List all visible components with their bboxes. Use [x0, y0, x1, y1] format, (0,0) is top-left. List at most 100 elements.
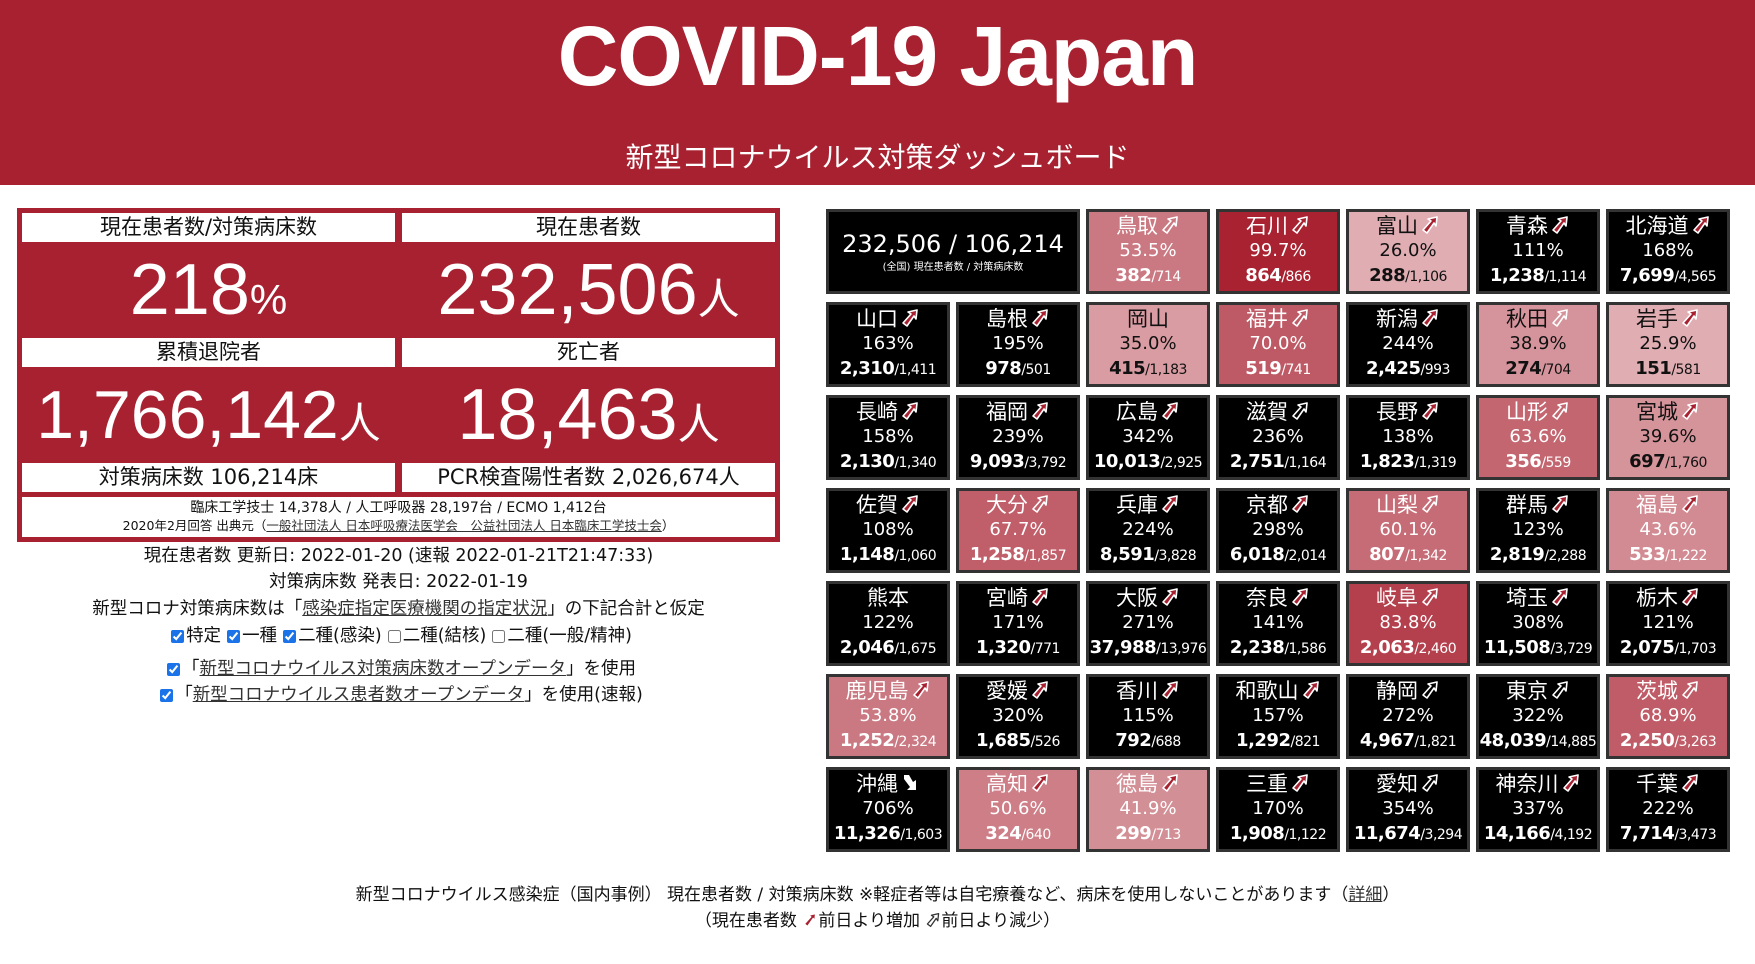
prefecture-cell[interactable]: 山口 163% 2,310/1,411	[826, 302, 950, 387]
bed-count: /771	[1030, 641, 1060, 657]
prefecture-cell[interactable]: 鹿児島 53.8% 1,252/2,324	[826, 674, 950, 759]
current-patients: 697	[1629, 451, 1666, 472]
bed-count: /713	[1151, 827, 1181, 843]
prefecture-cell[interactable]: 福岡 239% 9,093/3,792	[956, 395, 1080, 480]
prefecture-cell[interactable]: 京都 298% 6,018/2,014	[1216, 488, 1340, 573]
prefecture-cell[interactable]: 岩手 25.9% 151/581	[1606, 302, 1730, 387]
prefecture-cell[interactable]: 石川 99.7% 864/866	[1216, 209, 1340, 294]
patient-opendata-link[interactable]: 新型コロナウイルス患者数オープンデータ	[192, 685, 525, 705]
bed-assumption: 新型コロナ対策病床数は「感染症指定医療機関の指定状況」の下記合計と仮定	[92, 599, 705, 619]
prefecture-cell[interactable]: 熊本 122% 2,046/1,675	[826, 581, 950, 666]
bed-type-checkbox[interactable]	[283, 629, 297, 643]
prefecture-name: 徳島	[1116, 772, 1158, 796]
prefecture-cell[interactable]: 愛知 354% 11,674/3,294	[1346, 767, 1470, 852]
bed-type-checkbox[interactable]	[492, 629, 506, 643]
prefecture-cell[interactable]: 長崎 158% 2,130/1,340	[826, 395, 950, 480]
bed-count: /3,828	[1154, 548, 1197, 564]
prefecture-cell[interactable]: 沖縄 706% 11,326/1,603	[826, 767, 950, 852]
prefecture-cell[interactable]: 兵庫 224% 8,591/3,828	[1086, 488, 1210, 573]
prefecture-name: 宮崎	[986, 586, 1028, 610]
prefecture-cell[interactable]: 静岡 272% 4,967/1,821	[1346, 674, 1470, 759]
prefecture-cell[interactable]: 茨城 68.9% 2,250/3,263	[1606, 674, 1730, 759]
source-link[interactable]: 一般社団法人 日本呼吸療法医学会 公益社団法人 日本臨床工学技士会	[266, 518, 662, 533]
prefecture-cell[interactable]: 岐阜 83.8% 2,063/2,460	[1346, 581, 1470, 666]
bed-type-checkbox[interactable]	[387, 629, 401, 643]
prefecture-cell[interactable]: 宮崎 171% 1,320/771	[956, 581, 1080, 666]
current-patients: 2,751	[1229, 451, 1285, 472]
prefecture-cell[interactable]: 福井 70.0% 519/741	[1216, 302, 1340, 387]
prefecture-name: 香川	[1116, 679, 1158, 703]
prefecture-name: 兵庫	[1116, 493, 1158, 517]
occupancy-percent: 244%	[1382, 333, 1434, 354]
prefecture-cell[interactable]: 栃木 121% 2,075/1,703	[1606, 581, 1730, 666]
national-total-cell[interactable]: 232,506 / 106,214 (全国) 現在患者数 / 対策病床数	[826, 209, 1080, 294]
prefecture-cell[interactable]: 愛媛 320% 1,685/526	[956, 674, 1080, 759]
use-patient-opendata-checkbox[interactable]	[160, 688, 174, 702]
prefecture-cell[interactable]: 新潟 244% 2,425/993	[1346, 302, 1470, 387]
prefecture-cell[interactable]: 北海道 168% 7,699/4,565	[1606, 209, 1730, 294]
prefecture-cell[interactable]: 長野 138% 1,823/1,319	[1346, 395, 1470, 480]
prefecture-cell[interactable]: 山形 63.6% 356/559	[1476, 395, 1600, 480]
decrease-arrow-icon	[1418, 493, 1440, 517]
bed-type-checkbox[interactable]	[171, 629, 185, 643]
bed-type-checkbox[interactable]	[227, 629, 241, 643]
increase-arrow-icon	[1559, 772, 1581, 796]
prefecture-cell[interactable]: 佐賀 108% 1,148/1,060	[826, 488, 950, 573]
occupancy-percent: 298%	[1252, 519, 1304, 540]
decrease-arrow-icon	[1548, 307, 1570, 331]
bed-count: /1,675	[894, 641, 937, 657]
prefecture-cell[interactable]: 鳥取 53.5% 382/714	[1086, 209, 1210, 294]
increase-arrow-icon	[1028, 772, 1050, 796]
use-bed-opendata-checkbox[interactable]	[167, 662, 181, 676]
prefecture-cell[interactable]: 秋田 38.9% 274/704	[1476, 302, 1600, 387]
bed-count: /1,586	[1284, 641, 1327, 657]
prefecture-name: 鹿児島	[845, 679, 909, 703]
occupancy-percent: 706%	[862, 798, 914, 819]
prefecture-cell[interactable]: 高知 50.6% 324/640	[956, 767, 1080, 852]
increase-arrow-icon	[1288, 493, 1310, 517]
detail-link[interactable]: 詳細	[1348, 885, 1383, 905]
increase-arrow-icon	[909, 679, 931, 703]
occupancy-percent: 53.5%	[1119, 240, 1177, 261]
prefecture-cell[interactable]: 千葉 222% 7,714/3,473	[1606, 767, 1730, 852]
prefecture-cell[interactable]: 神奈川 337% 14,166/4,192	[1476, 767, 1600, 852]
prefecture-cell[interactable]: 島根 195% 978/501	[956, 302, 1080, 387]
prefecture-cell[interactable]: 富山 26.0% 288/1,106	[1346, 209, 1470, 294]
prefecture-cell[interactable]: 大分 67.7% 1,258/1,857	[956, 488, 1080, 573]
prefecture-name: 秋田	[1506, 307, 1548, 331]
bed-count: /741	[1281, 362, 1311, 378]
occupancy-percent: 195%	[992, 333, 1044, 354]
occupancy-percent: 38.9%	[1509, 333, 1567, 354]
increase-arrow-icon	[1158, 772, 1180, 796]
use-bed-opendata: 「新型コロナウイルス対策病床数オープンデータ」を使用	[17, 655, 780, 680]
prefecture-cell[interactable]: 広島 342% 10,013/2,925	[1086, 395, 1210, 480]
prefecture-cell[interactable]: 福島 43.6% 533/1,222	[1606, 488, 1730, 573]
occupancy-percent: 224%	[1122, 519, 1174, 540]
bed-count: /1,183	[1145, 362, 1187, 378]
increase-arrow-icon	[1299, 679, 1321, 703]
prefecture-cell[interactable]: 山梨 60.1% 807/1,342	[1346, 488, 1470, 573]
bed-opendata-link[interactable]: 新型コロナウイルス対策病床数オープンデータ	[199, 659, 566, 679]
occupancy-percent: 43.6%	[1639, 519, 1697, 540]
page-title: COVID-19 Japan	[557, 9, 1199, 103]
prefecture-cell[interactable]: 埼玉 308% 11,508/3,729	[1476, 581, 1600, 666]
occupancy-percent: 60.1%	[1379, 519, 1437, 540]
decrease-arrow-icon	[1288, 307, 1310, 331]
prefecture-cell[interactable]: 宮城 39.6% 697/1,760	[1606, 395, 1730, 480]
prefecture-cell[interactable]: 徳島 41.9% 299/713	[1086, 767, 1210, 852]
designation-status-link[interactable]: 感染症指定医療機関の指定状況	[302, 599, 548, 619]
current-patients: 2,130	[839, 451, 895, 472]
prefecture-name: 北海道	[1625, 214, 1689, 238]
prefecture-cell[interactable]: 滋賀 236% 2,751/1,164	[1216, 395, 1340, 480]
prefecture-cell[interactable]: 岡山 35.0% 415/1,183	[1086, 302, 1210, 387]
prefecture-cell[interactable]: 和歌山 157% 1,292/821	[1216, 674, 1340, 759]
prefecture-cell[interactable]: 奈良 141% 2,238/1,586	[1216, 581, 1340, 666]
prefecture-cell[interactable]: 大阪 271% 37,988/13,976	[1086, 581, 1210, 666]
prefecture-cell[interactable]: 香川 115% 792/688	[1086, 674, 1210, 759]
prefecture-cell[interactable]: 青森 111% 1,238/1,114	[1476, 209, 1600, 294]
prefecture-cell[interactable]: 東京 322% 48,039/14,885	[1476, 674, 1600, 759]
prefecture-cell[interactable]: 群馬 123% 2,819/2,288	[1476, 488, 1600, 573]
prefecture-cell[interactable]: 三重 170% 1,908/1,122	[1216, 767, 1340, 852]
bed-count: /2,324	[894, 734, 937, 750]
occupancy-percent: 239%	[992, 426, 1044, 447]
